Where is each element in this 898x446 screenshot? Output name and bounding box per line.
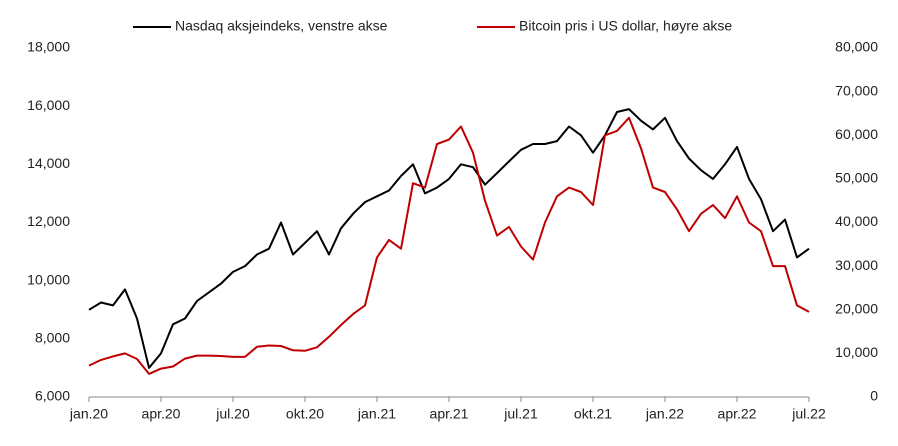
y2-tick-label: 40,000 xyxy=(835,213,878,229)
y-tick-label: 16,000 xyxy=(27,97,70,113)
x-tick-label: jan.21 xyxy=(357,406,396,422)
y2-tick-label: 50,000 xyxy=(835,170,878,186)
y2-tick-label: 80,000 xyxy=(835,39,878,55)
series-line xyxy=(88,116,810,375)
y-tick-label: 6,000 xyxy=(35,388,70,404)
legend-label: Bitcoin pris i US dollar, høyre akse xyxy=(519,18,732,34)
x-tick-label: okt.21 xyxy=(574,406,612,422)
y-tick-label: 10,000 xyxy=(27,271,70,287)
y-tick-label: 14,000 xyxy=(27,155,70,171)
y2-tick-label: 20,000 xyxy=(835,300,878,316)
y-tick-label: 8,000 xyxy=(35,330,70,346)
y2-tick-label: 60,000 xyxy=(835,126,878,142)
legend-label: Nasdaq aksjeindeks, venstre akse xyxy=(175,18,388,34)
x-tick-label: jul.20 xyxy=(215,406,250,422)
x-tick-label: apr.22 xyxy=(718,406,757,422)
x-tick-label: okt.20 xyxy=(286,406,324,422)
y2-tick-label: 30,000 xyxy=(835,257,878,273)
y-tick-label: 12,000 xyxy=(27,213,70,229)
x-tick-label: jul.21 xyxy=(503,406,538,422)
y2-tick-label: 70,000 xyxy=(835,82,878,98)
y-tick-label: 18,000 xyxy=(27,39,70,55)
series-line xyxy=(88,108,810,369)
y2-tick-label: 0 xyxy=(870,388,878,404)
x-tick-label: apr.20 xyxy=(142,406,181,422)
x-tick-label: apr.21 xyxy=(430,406,469,422)
y2-tick-label: 10,000 xyxy=(835,344,878,360)
x-tick-label: jul.22 xyxy=(791,406,826,422)
x-tick-label: jan.22 xyxy=(645,406,684,422)
x-tick-label: jan.20 xyxy=(69,406,108,422)
